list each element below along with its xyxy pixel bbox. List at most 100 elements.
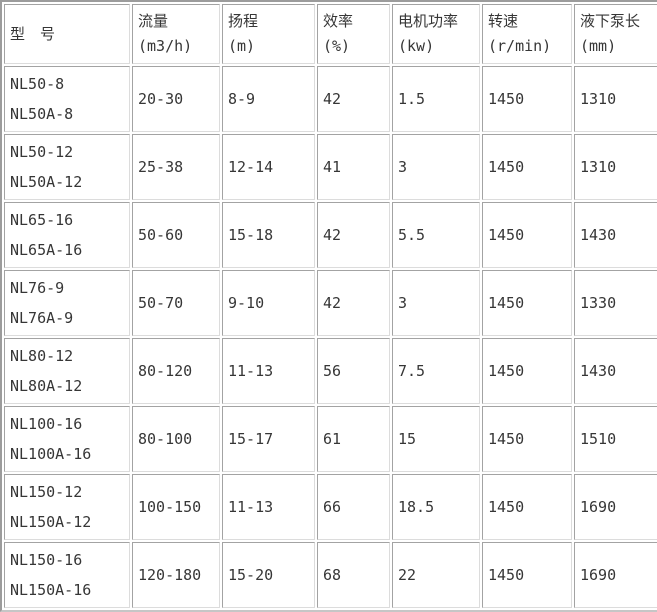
table-row: NL150-16 NL150A-16 120-180 15-20 68 22 1450 169… xyxy=(4,542,657,608)
model-name: NL80A-12 xyxy=(10,377,83,395)
pump-length-cell: 1690 xyxy=(574,542,657,608)
model-cell: NL50-8 NL50A-8 xyxy=(4,66,130,132)
header-cell-speed: 转速 (r/min) xyxy=(482,4,572,64)
table-row: NL80-12 NL80A-12 80-120 11-13 56 7.5 1450 1430 xyxy=(4,338,657,404)
pump-length-cell: 1310 xyxy=(574,134,657,200)
model-name: NL76-9 xyxy=(10,279,65,297)
pump-length-cell: 1510 xyxy=(574,406,657,472)
header-title: 扬程 xyxy=(228,12,259,30)
model-cell: NL76-9 NL76A-9 xyxy=(4,270,130,336)
table-row: NL65-16 NL65A-16 50-60 15-18 42 5.5 1450 1430 xyxy=(4,202,657,268)
efficiency-cell: 68 xyxy=(317,542,390,608)
model-name: NL50A-12 xyxy=(10,173,83,191)
model-cell: NL80-12 NL80A-12 xyxy=(4,338,130,404)
model-name: NL65A-16 xyxy=(10,241,83,259)
model-cell: NL100-16 NL100A-16 xyxy=(4,406,130,472)
flow-cell: 25-38 xyxy=(132,134,220,200)
table-row: NL76-9 NL76A-9 50-70 9-10 42 3 1450 1330 xyxy=(4,270,657,336)
table-header: 型 号 流量 (m3/h) 扬程 (m) 效率 (%) 电机功率 (kw) 转速… xyxy=(4,4,657,64)
model-cell: NL50-12 NL50A-12 xyxy=(4,134,130,200)
head-cell: 15-20 xyxy=(222,542,315,608)
model-name: NL100-16 xyxy=(10,415,83,433)
table-body: NL50-8 NL50A-8 20-30 8-9 42 1.5 1450 1310 NL50-1… xyxy=(4,66,657,608)
model-name: NL50-8 xyxy=(10,75,65,93)
model-name: NL65-16 xyxy=(10,211,74,229)
speed-cell: 1450 xyxy=(482,542,572,608)
head-cell: 8-9 xyxy=(222,66,315,132)
model-name: NL76A-9 xyxy=(10,309,74,327)
header-title: 流量 xyxy=(138,12,169,30)
header-unit: (%) xyxy=(323,37,351,55)
flow-cell: 120-180 xyxy=(132,542,220,608)
header-unit: (r/min) xyxy=(488,37,552,55)
motor-power-cell: 1.5 xyxy=(392,66,480,132)
motor-power-cell: 5.5 xyxy=(392,202,480,268)
motor-power-cell: 3 xyxy=(392,134,480,200)
flow-cell: 100-150 xyxy=(132,474,220,540)
model-cell: NL150-12 NL150A-12 xyxy=(4,474,130,540)
header-unit: (m) xyxy=(228,37,256,55)
header-cell-pump-length: 液下泵长 (mm) xyxy=(574,4,657,64)
head-cell: 9-10 xyxy=(222,270,315,336)
table-row: NL50-12 NL50A-12 25-38 12-14 41 3 1450 1310 xyxy=(4,134,657,200)
speed-cell: 1450 xyxy=(482,134,572,200)
speed-cell: 1450 xyxy=(482,474,572,540)
flow-cell: 80-120 xyxy=(132,338,220,404)
efficiency-cell: 56 xyxy=(317,338,390,404)
header-cell-motor-power: 电机功率 (kw) xyxy=(392,4,480,64)
efficiency-cell: 42 xyxy=(317,66,390,132)
head-cell: 15-18 xyxy=(222,202,315,268)
header-title: 转速 xyxy=(488,12,519,30)
model-name: NL100A-16 xyxy=(10,445,92,463)
flow-cell: 50-70 xyxy=(132,270,220,336)
pump-length-cell: 1690 xyxy=(574,474,657,540)
header-unit: (m3/h) xyxy=(138,37,193,55)
header-cell-flow: 流量 (m3/h) xyxy=(132,4,220,64)
speed-cell: 1450 xyxy=(482,202,572,268)
speed-cell: 1450 xyxy=(482,406,572,472)
head-cell: 12-14 xyxy=(222,134,315,200)
motor-power-cell: 3 xyxy=(392,270,480,336)
motor-power-cell: 15 xyxy=(392,406,480,472)
header-title: 液下泵长 xyxy=(580,12,641,30)
table-row: NL50-8 NL50A-8 20-30 8-9 42 1.5 1450 1310 xyxy=(4,66,657,132)
header-title: 电机功率 xyxy=(398,12,459,30)
flow-cell: 80-100 xyxy=(132,406,220,472)
header-cell-efficiency: 效率 (%) xyxy=(317,4,390,64)
header-row: 型 号 流量 (m3/h) 扬程 (m) 效率 (%) 电机功率 (kw) 转速… xyxy=(4,4,657,64)
head-cell: 11-13 xyxy=(222,338,315,404)
pump-length-cell: 1430 xyxy=(574,338,657,404)
efficiency-cell: 42 xyxy=(317,202,390,268)
efficiency-cell: 41 xyxy=(317,134,390,200)
speed-cell: 1450 xyxy=(482,270,572,336)
header-unit: (kw) xyxy=(398,37,435,55)
head-cell: 15-17 xyxy=(222,406,315,472)
model-name: NL80-12 xyxy=(10,347,74,365)
motor-power-cell: 22 xyxy=(392,542,480,608)
model-name: NL150-12 xyxy=(10,483,83,501)
header-cell-model: 型 号 xyxy=(4,4,130,64)
table-row: NL100-16 NL100A-16 80-100 15-17 61 15 1450 1510 xyxy=(4,406,657,472)
model-name: NL50A-8 xyxy=(10,105,74,123)
header-title: 效率 xyxy=(323,12,354,30)
pump-length-cell: 1310 xyxy=(574,66,657,132)
efficiency-cell: 42 xyxy=(317,270,390,336)
model-name: NL50-12 xyxy=(10,143,74,161)
model-cell: NL150-16 NL150A-16 xyxy=(4,542,130,608)
flow-cell: 20-30 xyxy=(132,66,220,132)
header-cell-head: 扬程 (m) xyxy=(222,4,315,64)
motor-power-cell: 18.5 xyxy=(392,474,480,540)
model-name: NL150-16 xyxy=(10,551,83,569)
pump-length-cell: 1430 xyxy=(574,202,657,268)
model-name: NL150A-16 xyxy=(10,581,92,599)
motor-power-cell: 7.5 xyxy=(392,338,480,404)
model-cell: NL65-16 NL65A-16 xyxy=(4,202,130,268)
head-cell: 11-13 xyxy=(222,474,315,540)
speed-cell: 1450 xyxy=(482,66,572,132)
efficiency-cell: 66 xyxy=(317,474,390,540)
flow-cell: 50-60 xyxy=(132,202,220,268)
header-unit: (mm) xyxy=(580,37,617,55)
speed-cell: 1450 xyxy=(482,338,572,404)
header-title: 型 号 xyxy=(10,24,56,43)
